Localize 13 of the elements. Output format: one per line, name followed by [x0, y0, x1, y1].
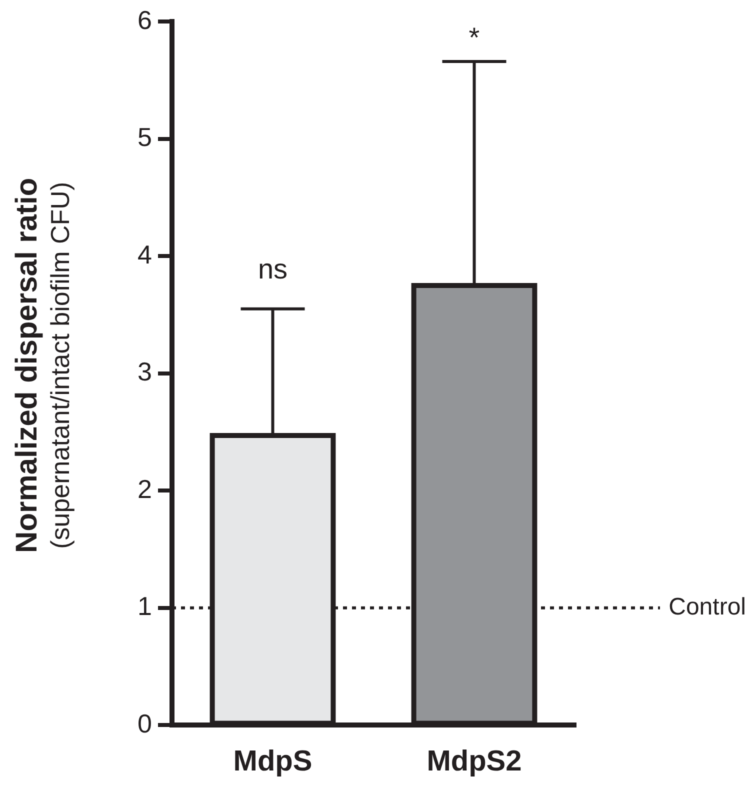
x-tick-label: MdpS	[233, 746, 312, 778]
y-tick-label: 3	[138, 356, 152, 387]
y-tick-label: 5	[138, 122, 152, 152]
annotation: *	[468, 22, 480, 54]
y-tick-label: 2	[138, 474, 152, 504]
y-tick-label: 4	[138, 239, 152, 270]
y-axis-title: Normalized dispersal ratio (supernatant/intact biofilm CFU)	[10, 178, 76, 553]
y-tick-label: 6	[138, 4, 152, 35]
annotation: ns	[258, 254, 288, 285]
y-tick-label: 0	[138, 708, 152, 738]
ref-line-label: Control	[668, 594, 746, 621]
y-tick-label: 1	[138, 591, 152, 622]
x-tick-label: MdpS2	[426, 746, 522, 778]
